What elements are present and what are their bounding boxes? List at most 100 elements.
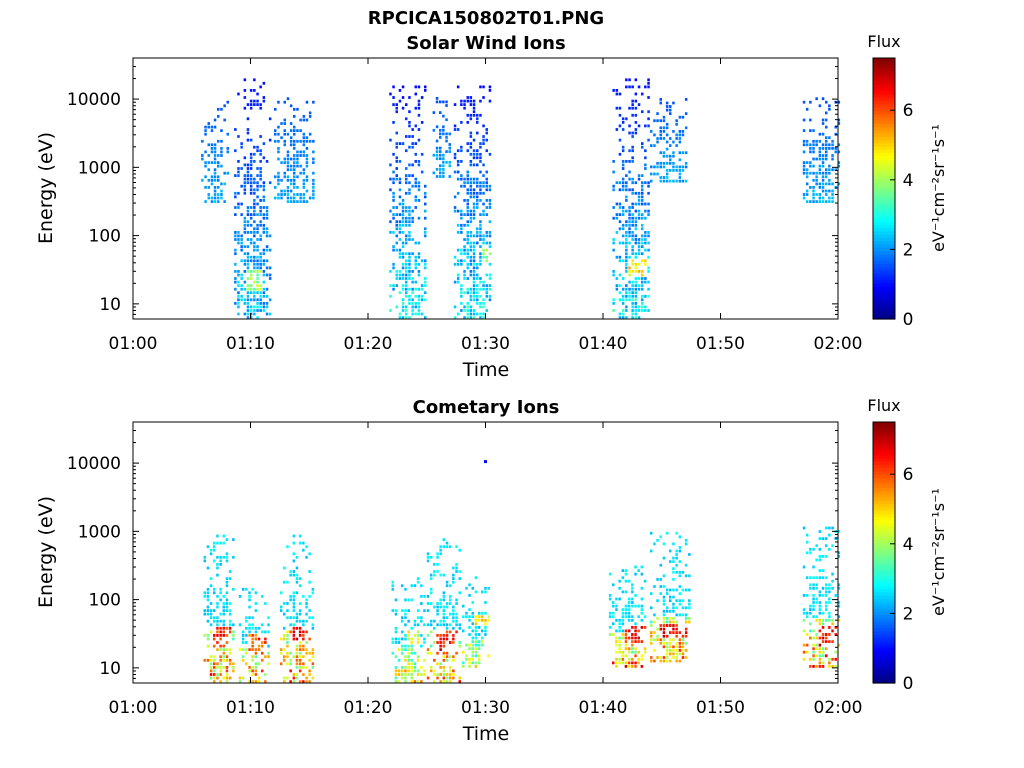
flux-cell: [650, 549, 653, 553]
flux-cell: [216, 662, 219, 666]
flux-cell: [408, 191, 411, 195]
flux-cell: [472, 284, 476, 287]
flux-cell: [432, 153, 436, 157]
colorbar-swatch: [873, 630, 895, 635]
flux-cell: [821, 164, 825, 168]
flux-cell: [253, 220, 256, 224]
colorbar-label: Flux: [867, 32, 900, 51]
flux-cell: [465, 611, 468, 615]
flux-cell: [256, 184, 259, 188]
flux-cell: [659, 176, 662, 179]
flux-cell: [249, 191, 253, 195]
flux-cell: [456, 149, 460, 153]
flux-cell: [466, 312, 469, 316]
flux-cell: [219, 637, 222, 641]
flux-cell: [621, 611, 625, 615]
flux-cell: [277, 150, 280, 154]
flux-cell: [286, 200, 290, 203]
flux-cell: [678, 133, 682, 137]
flux-cell: [644, 167, 647, 170]
flux-cell: [243, 106, 247, 110]
flux-cell: [209, 616, 213, 620]
flux-cell: [246, 131, 250, 135]
flux-cell: [463, 213, 466, 216]
flux-cell: [292, 573, 296, 577]
y-tick-label: 10000: [67, 90, 121, 110]
flux-cell: [289, 178, 293, 182]
flux-cell: [452, 676, 455, 680]
flux-cell: [404, 623, 407, 627]
flux-cell: [618, 188, 622, 192]
flux-cell: [469, 294, 473, 298]
flux-cell: [474, 633, 478, 636]
flux-cell: [259, 167, 262, 170]
flux-cell: [627, 611, 631, 615]
flux-cell: [669, 588, 672, 592]
colorbar-swatch: [873, 660, 895, 665]
flux-cell: [222, 534, 225, 538]
flux-cell: [477, 618, 481, 622]
flux-cell: [628, 234, 631, 238]
flux-cell: [472, 234, 476, 238]
flux-cell: [621, 241, 625, 245]
flux-cell: [818, 547, 822, 551]
flux-cell: [828, 178, 831, 182]
colorbar-swatch: [873, 604, 895, 609]
flux-cell: [482, 96, 485, 99]
x-tick-label: 01:20: [344, 334, 393, 354]
flux-cell: [253, 181, 256, 185]
flux-cell: [472, 113, 476, 117]
flux-cell: [298, 584, 302, 588]
y-tick-label: 1000: [78, 158, 121, 178]
flux-cell: [825, 147, 828, 150]
flux-cell: [471, 629, 474, 633]
flux-cell: [439, 673, 442, 676]
colorbar-swatch: [873, 93, 895, 98]
flux-cell: [460, 284, 463, 287]
flux-cell: [479, 234, 482, 238]
flux-cell: [416, 673, 420, 676]
flux-cell: [228, 609, 232, 612]
flux-cell: [465, 615, 468, 619]
flux-cell: [452, 566, 455, 570]
flux-cell: [219, 655, 222, 659]
flux-cell: [411, 163, 414, 167]
flux-cell: [672, 595, 675, 599]
flux-cell: [662, 137, 666, 140]
flux-cell: [805, 161, 809, 164]
flux-cell: [466, 266, 469, 270]
flux-cell: [206, 644, 210, 648]
flux-cell: [809, 583, 812, 587]
flux-cell: [487, 615, 490, 619]
flux-cell: [615, 181, 619, 185]
flux-cell: [416, 658, 420, 662]
flux-cell: [413, 666, 417, 669]
flux-cell: [246, 245, 250, 248]
flux-cell: [637, 195, 641, 199]
flux-cell: [262, 142, 266, 145]
flux-cell: [292, 609, 296, 612]
flux-cell: [618, 113, 622, 117]
flux-cell: [460, 302, 463, 305]
colorbar-swatch: [873, 273, 895, 278]
flux-cell: [631, 633, 634, 636]
flux-cell: [253, 202, 256, 206]
flux-cell: [477, 643, 481, 647]
flux-cell: [237, 312, 240, 316]
flux-cell: [476, 191, 479, 195]
flux-cell: [815, 586, 818, 590]
flux-cell: [825, 526, 828, 530]
flux-cell: [397, 641, 401, 644]
flux-cell: [460, 149, 463, 153]
colorbar-swatch: [873, 159, 895, 163]
flux-cell: [634, 604, 637, 608]
flux-cell: [821, 186, 825, 189]
flux-cell: [429, 555, 433, 559]
flux-cell: [634, 121, 638, 124]
flux-cell: [463, 103, 466, 106]
colorbar-swatch: [873, 152, 895, 157]
flux-cell: [225, 655, 229, 659]
flux-cell: [448, 132, 451, 136]
flux-cell: [225, 598, 229, 602]
flux-cell: [414, 92, 417, 96]
